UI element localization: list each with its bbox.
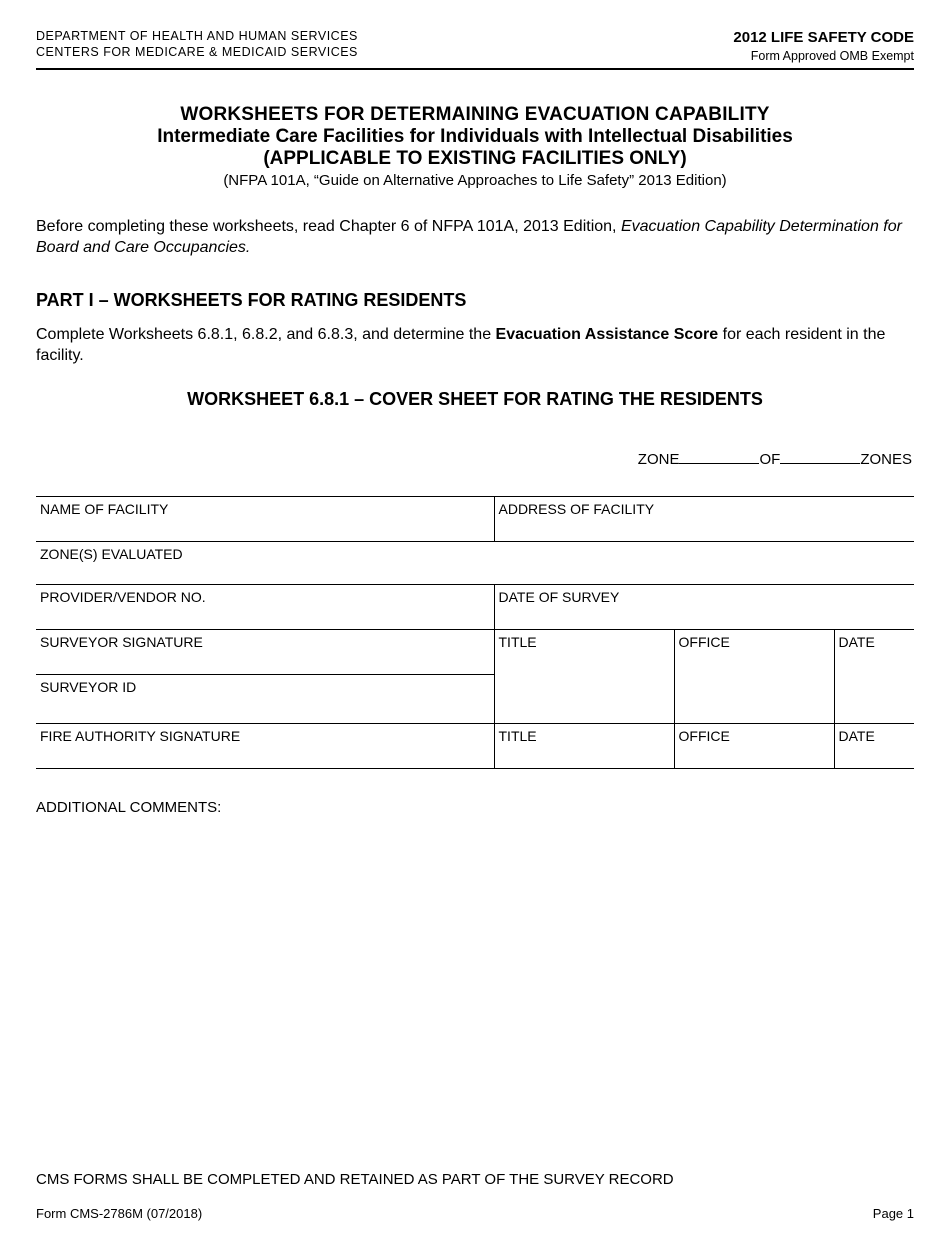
zones-evaluated-label: ZONE(S) EVALUATED <box>40 546 183 562</box>
zones-label: ZONES <box>860 451 912 468</box>
surveyor-title-label: TITLE <box>499 634 537 650</box>
name-of-facility-label: NAME OF FACILITY <box>40 501 168 517</box>
part-1-heading: PART I – WORKSHEETS FOR RATING RESIDENTS <box>36 290 914 311</box>
surveyor-office-field[interactable]: OFFICE <box>674 629 834 723</box>
part-1-desc-bold: Evacuation Assistance Score <box>496 326 719 343</box>
title-line-3: (APPLICABLE TO EXISTING FACILITIES ONLY) <box>36 148 914 170</box>
of-label: OF <box>759 451 780 468</box>
life-safety-code-title: 2012 LIFE SAFETY CODE <box>733 28 914 48</box>
surveyor-signature-cell: SURVEYOR SIGNATURE SURVEYOR ID <box>36 629 494 723</box>
fire-authority-signature-field[interactable]: FIRE AUTHORITY SIGNATURE <box>36 723 494 768</box>
surveyor-title-field[interactable]: TITLE <box>494 629 674 723</box>
fire-authority-office-field[interactable]: OFFICE <box>674 723 834 768</box>
provider-vendor-no-field[interactable]: PROVIDER/VENDOR NO. <box>36 584 494 629</box>
zone-line: ZONE OF ZONES <box>36 450 914 468</box>
footer-line: Form CMS-2786M (07/2018) Page 1 <box>36 1206 914 1221</box>
fire-authority-title-field[interactable]: TITLE <box>494 723 674 768</box>
surveyor-id-label: SURVEYOR ID <box>40 679 136 695</box>
name-of-facility-field[interactable]: NAME OF FACILITY <box>36 496 494 541</box>
address-of-facility-field[interactable]: ADDRESS OF FACILITY <box>494 496 914 541</box>
surveyor-date-label: DATE <box>839 634 875 650</box>
fire-authority-signature-label: FIRE AUTHORITY SIGNATURE <box>40 728 240 744</box>
date-of-survey-label: DATE OF SURVEY <box>499 589 620 605</box>
zone-total-blank[interactable] <box>780 450 860 464</box>
fire-authority-date-label: DATE <box>839 728 875 744</box>
document-title-block: WORKSHEETS FOR DETERMAINING EVACUATION C… <box>36 104 914 189</box>
surveyor-signature-label: SURVEYOR SIGNATURE <box>40 634 203 650</box>
surveyor-date-field[interactable]: DATE <box>834 629 914 723</box>
title-reference: (NFPA 101A, “Guide on Alternative Approa… <box>36 172 914 189</box>
surveyor-id-field[interactable]: SURVEYOR ID <box>36 674 494 719</box>
header-department: DEPARTMENT OF HEALTH AND HUMAN SERVICES … <box>36 28 358 64</box>
fire-authority-title-label: TITLE <box>499 728 537 744</box>
header-code: 2012 LIFE SAFETY CODE Form Approved OMB … <box>733 28 914 64</box>
fire-authority-office-label: OFFICE <box>679 728 730 744</box>
title-line-1: WORKSHEETS FOR DETERMAINING EVACUATION C… <box>36 104 914 126</box>
cover-sheet-form: NAME OF FACILITY ADDRESS OF FACILITY ZON… <box>36 496 914 769</box>
intro-prefix: Before completing these worksheets, read… <box>36 218 621 235</box>
worksheet-title: WORKSHEET 6.8.1 – COVER SHEET FOR RATING… <box>36 389 914 410</box>
form-approved-text: Form Approved OMB Exempt <box>733 48 914 64</box>
form-id: Form CMS-2786M (07/2018) <box>36 1206 202 1221</box>
page-header: DEPARTMENT OF HEALTH AND HUMAN SERVICES … <box>36 28 914 70</box>
provider-vendor-no-label: PROVIDER/VENDOR NO. <box>40 589 206 605</box>
page-footer: CMS FORMS SHALL BE COMPLETED AND RETAINE… <box>36 1171 914 1221</box>
zones-evaluated-field[interactable]: ZONE(S) EVALUATED <box>36 541 914 584</box>
part-1-description: Complete Worksheets 6.8.1, 6.8.2, and 6.… <box>36 325 914 367</box>
zone-number-blank[interactable] <box>679 450 759 464</box>
part-1-desc-pre: Complete Worksheets 6.8.1, 6.8.2, and 6.… <box>36 326 496 343</box>
dept-line-2: CENTERS FOR MEDICARE & MEDICAID SERVICES <box>36 44 358 60</box>
zone-label: ZONE <box>638 451 680 468</box>
title-line-2: Intermediate Care Facilities for Individ… <box>36 126 914 148</box>
intro-paragraph: Before completing these worksheets, read… <box>36 217 914 259</box>
surveyor-signature-field[interactable]: SURVEYOR SIGNATURE <box>40 634 488 674</box>
fire-authority-date-field[interactable]: DATE <box>834 723 914 768</box>
additional-comments-label: ADDITIONAL COMMENTS: <box>36 799 914 816</box>
address-of-facility-label: ADDRESS OF FACILITY <box>499 501 655 517</box>
page-number: Page 1 <box>873 1206 914 1221</box>
footer-note: CMS FORMS SHALL BE COMPLETED AND RETAINE… <box>36 1171 914 1188</box>
dept-line-1: DEPARTMENT OF HEALTH AND HUMAN SERVICES <box>36 28 358 44</box>
date-of-survey-field[interactable]: DATE OF SURVEY <box>494 584 914 629</box>
surveyor-office-label: OFFICE <box>679 634 730 650</box>
